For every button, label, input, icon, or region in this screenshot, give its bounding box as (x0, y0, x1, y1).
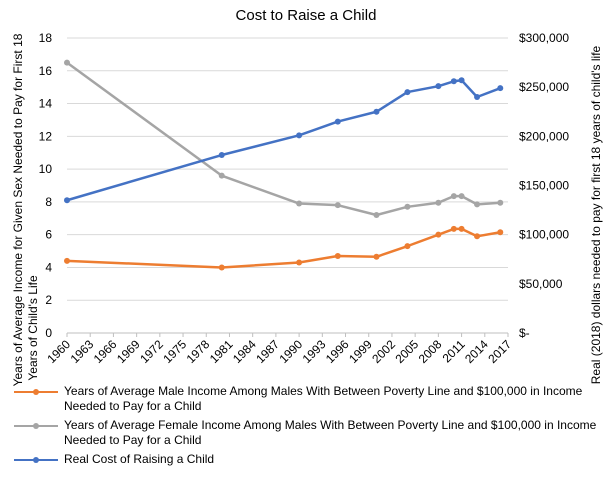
y-left-tick-label: 0 (45, 326, 52, 340)
legend-item-female: Years of Average Female Income Among Mal… (14, 418, 604, 448)
x-tick-label: 1984 (230, 337, 259, 366)
y-right-tick-label: $- (519, 326, 530, 340)
x-tick-label: 1963 (68, 337, 97, 366)
legend-swatch-cost (14, 452, 58, 467)
x-tick-label: 1978 (184, 337, 213, 366)
series-2-point (435, 83, 442, 90)
series-0-point (435, 231, 442, 238)
x-tick-label: 1975 (160, 337, 189, 366)
series-0-point (373, 253, 380, 260)
series-1-point (334, 202, 341, 209)
series-2-point (404, 89, 411, 96)
legend-label-male: Years of Average Male Income Among Males… (64, 384, 583, 413)
series-2-point (474, 94, 481, 100)
series-line-2 (66, 79, 501, 202)
axes: 0 2 4 6 8 10 12 14 16 18 $- $50,000 $100,000 $150,000… (11, 31, 603, 386)
y-left-axis-title-line1: Years of Average Income for Given Sex Ne… (11, 33, 25, 386)
x-tick-label: 2011 (440, 337, 468, 365)
series-layer (64, 59, 504, 271)
series-2-point (497, 85, 504, 92)
series-0-point (458, 225, 465, 232)
x-tick-label: 1990 (276, 337, 305, 366)
y-left-tick-label: 16 (39, 64, 53, 78)
y-left-tick-label: 10 (39, 162, 53, 176)
x-tick-label: 1987 (253, 337, 282, 366)
y-right-tick-label: $200,000 (519, 129, 569, 143)
series-1-point (435, 199, 442, 206)
series-2-point (458, 77, 465, 84)
y-left-axis-title-line2: Years of Child's Life (26, 275, 40, 381)
x-tick-label: 1993 (300, 337, 329, 366)
y-right-tick-label: $300,000 (519, 31, 569, 45)
x-tick-label: 2008 (416, 337, 445, 366)
x-tick-label: 2014 (462, 337, 491, 366)
legend-label-cost: Real Cost of Raising a Child (64, 452, 215, 466)
x-tick-label: 1999 (346, 337, 375, 366)
series-1-point (373, 212, 380, 218)
y-left-axis-title: Years of Average Income for Given Sex Ne… (11, 33, 40, 386)
y-right-tick-label: $250,000 (519, 80, 569, 94)
legend-swatch-male (14, 384, 58, 399)
y-left-tick-label: 12 (39, 129, 53, 143)
x-tick-label: 1966 (91, 337, 120, 366)
series-1-point (497, 199, 504, 206)
y-left-tick-label: 14 (39, 97, 53, 111)
series-0-point (474, 233, 481, 240)
series-1-point (218, 172, 225, 179)
x-tick-label: 2002 (369, 337, 398, 366)
series-1-point (296, 200, 303, 207)
y-left-tick-label: 4 (45, 260, 52, 274)
series-0-point (404, 243, 411, 250)
x-tick-label: 1972 (137, 337, 166, 366)
series-1-point (64, 59, 70, 66)
series-1-point (474, 201, 481, 208)
series-2-point (450, 78, 457, 85)
series-2-point (218, 152, 225, 159)
series-0-point (64, 257, 70, 264)
legend-item-male: Years of Average Male Income Among Males… (14, 384, 604, 414)
series-1-point (450, 193, 457, 200)
x-tick-label: 1969 (114, 337, 143, 366)
legend-label-female: Years of Average Female Income Among Mal… (64, 418, 597, 447)
y-right-tick-label: $100,000 (519, 228, 569, 242)
gridlines (67, 37, 508, 334)
x-tick-label: 2005 (392, 337, 421, 366)
y-left-tick-label: 8 (45, 195, 52, 209)
series-0-point (497, 229, 504, 236)
series-0-point (450, 225, 457, 232)
series-2-point (296, 132, 303, 139)
y-left-tick-label: 6 (45, 228, 52, 242)
series-1-point (404, 203, 411, 210)
series-2-point (373, 108, 380, 115)
y-left-tick-label: 2 (45, 293, 52, 307)
series-0-point (334, 252, 341, 259)
legend: Years of Average Male Income Among Males… (14, 384, 604, 471)
series-0-point (296, 259, 303, 266)
x-tick-label: 1981 (207, 337, 236, 366)
y-right-tick-label: $150,000 (519, 179, 569, 193)
y-right-tick-label: $50,000 (519, 277, 563, 291)
series-2-point (64, 197, 70, 204)
series-0-point (218, 264, 225, 271)
chart-title: Cost to Raise a Child (236, 7, 377, 24)
series-1-point (458, 193, 465, 200)
y-right-axis-title: Real (2018) dollars needed to pay for fi… (589, 45, 603, 384)
x-tick-label: 1996 (323, 337, 352, 366)
series-2-point (334, 118, 341, 125)
x-tick-label: 2017 (485, 337, 514, 366)
y-left-tick-label: 18 (39, 31, 53, 45)
legend-item-cost: Real Cost of Raising a Child (14, 452, 604, 467)
x-tick-label: 1960 (44, 337, 73, 366)
legend-swatch-female (14, 418, 58, 433)
